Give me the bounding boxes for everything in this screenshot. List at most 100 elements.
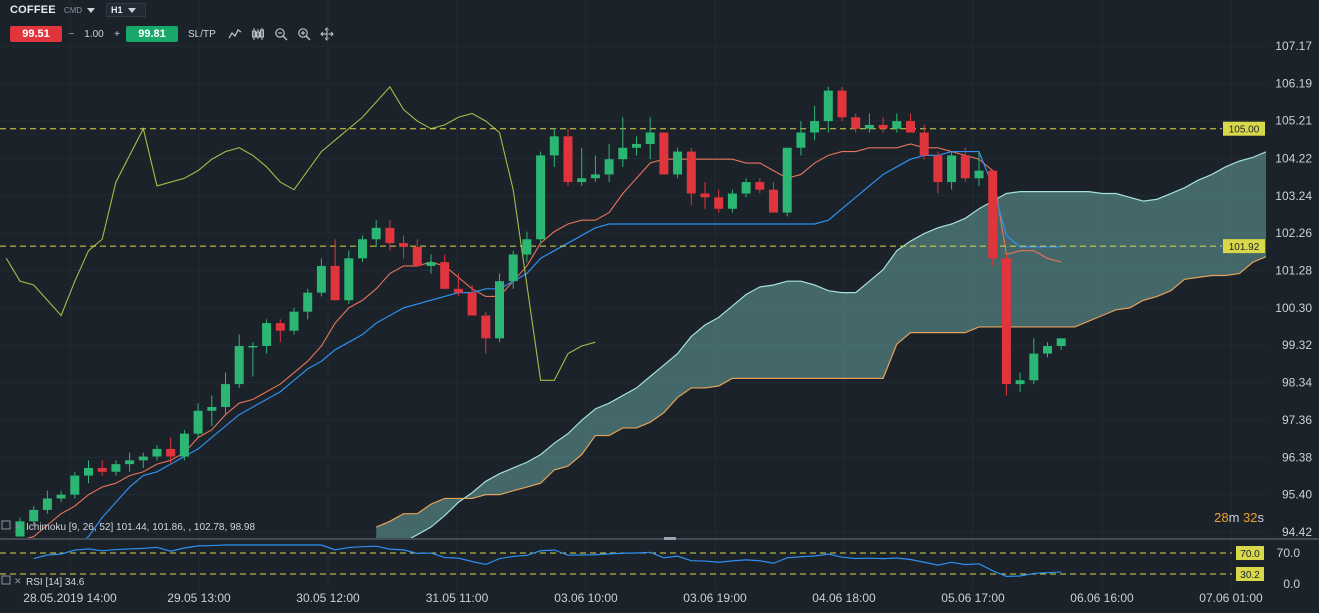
symbol-name[interactable]: COFFEE: [10, 4, 56, 16]
candle-body: [111, 464, 121, 472]
candle-body: [755, 182, 765, 190]
candle-body: [563, 136, 573, 183]
symbol-dropdown-icon[interactable]: [87, 7, 96, 13]
quantity-plus-button[interactable]: +: [114, 28, 120, 40]
candle-body: [727, 193, 737, 209]
candle-body: [1043, 345, 1052, 354]
candle-body: [344, 258, 354, 301]
candle-body: [536, 155, 546, 240]
candle-body: [933, 155, 943, 183]
time-tick-label: 29.05 13:00: [167, 591, 231, 605]
candle-body: [275, 323, 285, 331]
chikou-line: [5, 85, 596, 381]
candle-body: [782, 147, 792, 213]
legend-settings-icon: [1, 520, 11, 530]
ichimoku-legend-text: Ichimoku [9, 26, 52] 101.44, 101.86, , 1…: [26, 522, 255, 533]
quantity-stepper[interactable]: − 1.00 +: [62, 29, 126, 40]
candle-body: [399, 243, 409, 247]
chart-grid: [0, 0, 1266, 590]
candle-body: [618, 147, 628, 160]
price-level-badge: [1223, 239, 1265, 254]
time-tick-label: 31.05 11:00: [426, 591, 489, 605]
price-axis: 107.17 106.19 105.21 104.22 103.24 102.26 101.…: [1275, 39, 1312, 539]
sell-button[interactable]: 99.51: [10, 26, 62, 42]
time-tick-label: 06.06 16:00: [1070, 591, 1134, 605]
timeframe-dropdown-icon: [127, 7, 136, 13]
rsi-tick-label: 70.0: [1277, 546, 1301, 560]
rsi-tick-label: 0.0: [1283, 577, 1300, 591]
legend-close-icon: ✕: [14, 521, 22, 531]
candle-body: [84, 467, 93, 476]
legend-close-icon: ✕: [14, 576, 22, 586]
price-tick-label: 106.19: [1275, 76, 1312, 90]
candle-body: [1001, 258, 1011, 385]
price-level-label: 101.92: [1229, 242, 1260, 253]
candle-body: [1056, 338, 1066, 346]
candle-body: [248, 345, 258, 348]
time-tick-label: 07.06 01:00: [1199, 591, 1263, 605]
candle-body: [673, 151, 683, 175]
tenkan-line: [26, 143, 1062, 538]
candle-body: [412, 246, 422, 266]
candle-body: [138, 456, 148, 461]
candles-icon[interactable]: [251, 27, 265, 41]
price-tick-label: 98.34: [1282, 376, 1312, 390]
time-tick-label: 05.06 17:00: [941, 591, 1005, 605]
rsi-level-badge: [1236, 546, 1264, 560]
candle-body: [823, 90, 833, 122]
timer-minutes-unit: m: [1229, 510, 1240, 525]
sltp-button[interactable]: SL/TP: [188, 28, 216, 40]
candle-body: [495, 281, 504, 339]
time-tick-label: 04.06 18:00: [812, 591, 876, 605]
rsi-level-label: 70.0: [1240, 549, 1260, 560]
candle-body: [179, 433, 189, 457]
price-tick-label: 105.21: [1275, 114, 1312, 128]
cloud-fill: [376, 151, 1266, 538]
timer-seconds-unit: s: [1258, 510, 1265, 525]
senkou-span-b: [375, 256, 1266, 528]
zoom-in-icon[interactable]: [297, 27, 311, 41]
zoom-out-icon[interactable]: [274, 27, 288, 41]
crosshair-icon[interactable]: [320, 27, 334, 41]
candle-body: [56, 494, 66, 499]
rsi-level-badge: [1236, 567, 1264, 581]
candle-body: [549, 136, 559, 156]
candle-body: [522, 239, 532, 255]
candle-body: [851, 117, 861, 129]
candle-body: [453, 288, 463, 293]
candle-body: [152, 448, 162, 457]
candle-body: [29, 509, 39, 522]
rsi-legend: ✕ RSI [14] 34.6: [1, 575, 85, 588]
price-level-badge: [1223, 121, 1265, 136]
candle-body: [645, 132, 655, 144]
candle-body: [481, 315, 491, 339]
time-tick-label: 03.06 19:00: [683, 591, 747, 605]
candle-body: [700, 193, 710, 198]
buy-button[interactable]: 99.81: [126, 26, 178, 42]
candle-body: [632, 143, 641, 148]
line-chart-icon[interactable]: [228, 27, 242, 41]
price-tick-label: 95.40: [1282, 488, 1312, 502]
timeframe-select[interactable]: H1: [106, 3, 146, 17]
candle-body: [262, 323, 272, 346]
candle-body: [97, 467, 107, 472]
price-tick-label: 102.26: [1275, 226, 1312, 240]
quantity-value[interactable]: 1.00: [84, 28, 104, 40]
time-tick-label: 03.06 10:00: [554, 591, 618, 605]
candles: [15, 86, 1066, 537]
candle-body: [947, 155, 957, 183]
price-tick-label: 94.42: [1282, 525, 1312, 539]
candle-body: [714, 197, 724, 209]
quantity-minus-button[interactable]: −: [68, 28, 74, 40]
price-tick-label: 104.22: [1275, 151, 1312, 165]
time-tick-label: 30.05 12:00: [296, 591, 360, 605]
symbol-type: CMD: [63, 5, 83, 15]
price-tick-label: 101.28: [1275, 264, 1312, 278]
candle-body: [604, 159, 614, 175]
candle-body: [70, 475, 80, 495]
candle-body: [426, 262, 436, 266]
rsi-panel: 70.0 30.2 70.0 0.0 ✕ RSI [14] 34.6: [0, 544, 1301, 591]
panel-resize-handle: [664, 537, 676, 540]
